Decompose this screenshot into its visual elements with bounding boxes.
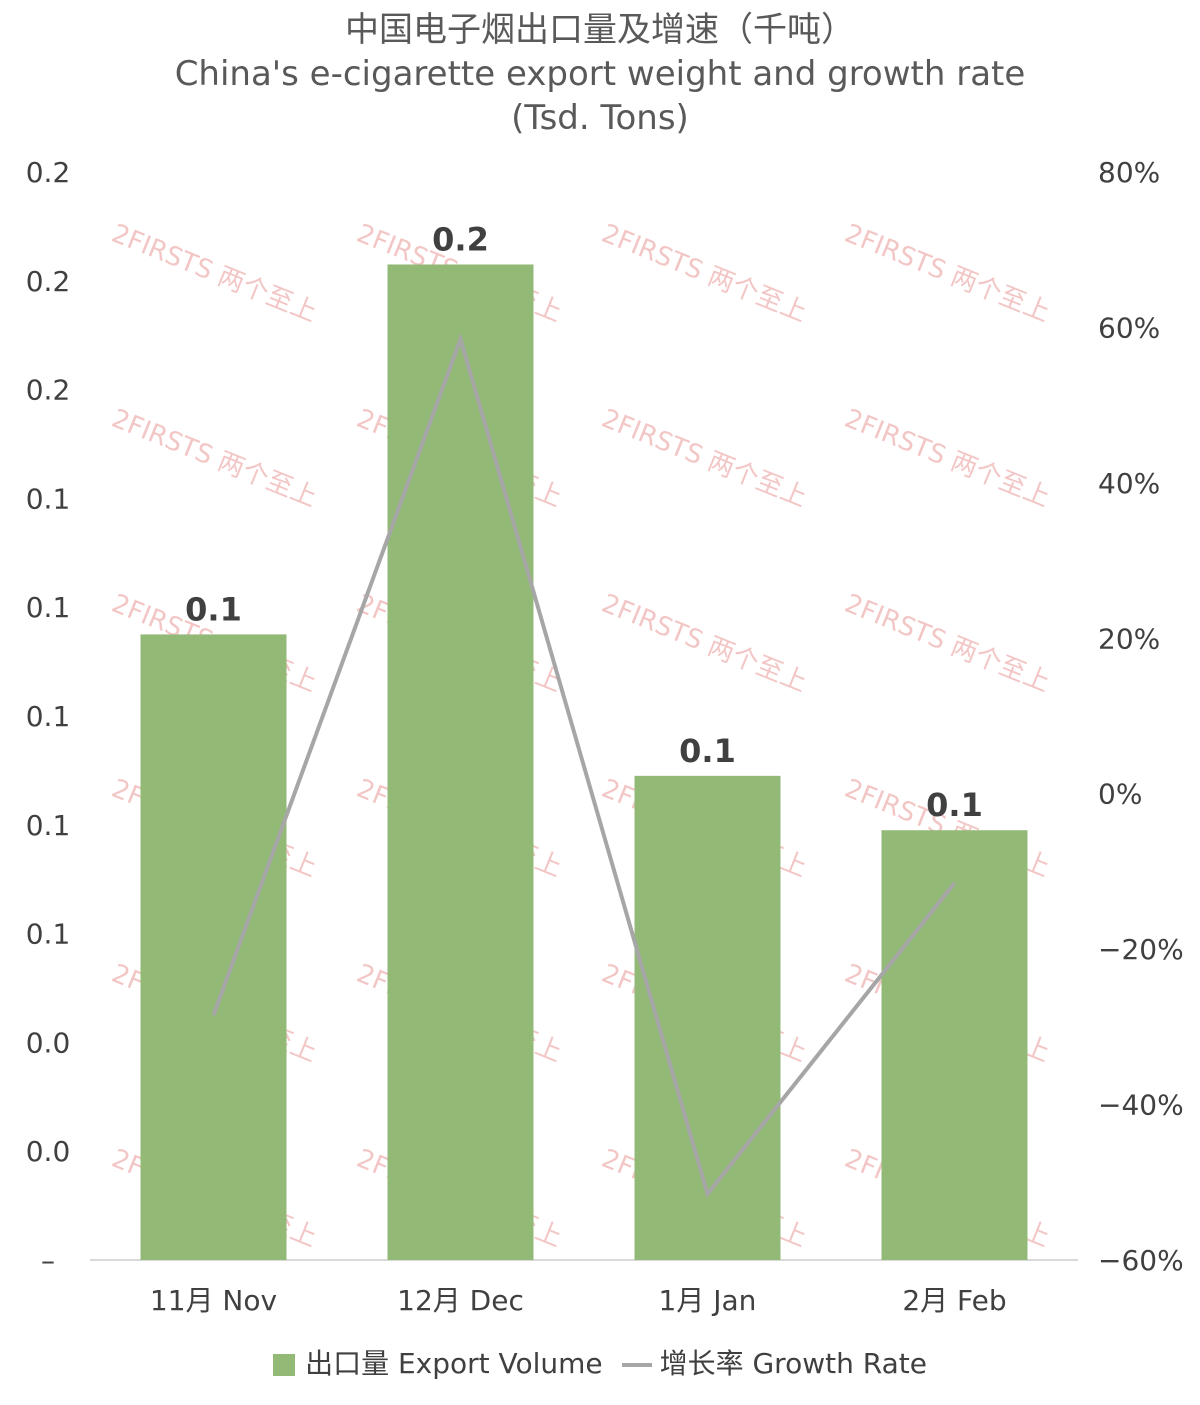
chart-title-chinese: 中国电子烟出口量及增速（千吨） xyxy=(345,10,855,50)
bar-1[interactable] xyxy=(140,634,287,1260)
legend-bar-swatch xyxy=(273,1354,296,1376)
bar-2[interactable] xyxy=(387,264,534,1261)
growth-rate-line[interactable] xyxy=(211,332,957,1199)
watermark-1-0: 2FIRSTS 两个至上 xyxy=(107,404,321,514)
x-axis: 11月 Nov 12月 Dec 1月 Jan 2月 Feb xyxy=(150,1284,1007,1317)
watermark-1-2: 2FIRSTS 两个至上 xyxy=(597,404,811,514)
x-axis-tick-label: 2月 Feb xyxy=(902,1284,1006,1317)
chart-title-unit: (Tsd. Tons) xyxy=(511,98,689,138)
right-axis-tick-label: −20% xyxy=(1098,933,1184,966)
left-axis-tick-label: 0.2 xyxy=(26,156,71,189)
right-axis-tick-label: 60% xyxy=(1098,311,1160,344)
line-series xyxy=(211,332,957,1199)
right-axis-tick-label: −60% xyxy=(1098,1244,1184,1277)
right-axis-tick-label: −40% xyxy=(1098,1089,1184,1122)
left-axis: – 0.0 0.0 0.1 0.1 0.1 0.1 0.1 0.2 0.2 0.2 xyxy=(26,156,71,1277)
x-axis-tick-label: 1月 Jan xyxy=(659,1284,757,1317)
bar-4[interactable] xyxy=(881,830,1028,1260)
legend-item-growth-rate[interactable]: 增长率 Growth Rate xyxy=(612,1342,927,1382)
left-axis-tick-label: 0.2 xyxy=(26,265,71,298)
chart-title-english: China's e-cigarette export weight and gr… xyxy=(174,54,1026,94)
legend: 出口量 Export Volume 增长率 Growth Rate xyxy=(0,1342,1200,1382)
bar-data-label: 0.1 xyxy=(926,786,983,824)
watermark-0-2: 2FIRSTS 两个至上 xyxy=(597,219,811,329)
bar-data-label: 0.2 xyxy=(432,220,489,258)
right-axis-tick-label: 80% xyxy=(1098,156,1160,189)
right-axis-tick-label: 20% xyxy=(1098,622,1160,655)
legend-item-export-volume[interactable]: 出口量 Export Volume xyxy=(273,1342,603,1382)
left-axis-tick-label: – xyxy=(41,1244,55,1277)
watermark-0-0: 2FIRSTS 两个至上 xyxy=(107,219,321,329)
left-axis-tick-label: 0.1 xyxy=(26,918,71,951)
right-axis: −60% −40% −20% 0% 20% 40% 60% 80% xyxy=(1098,156,1184,1277)
left-axis-tick-label: 0.2 xyxy=(26,374,71,407)
bar-data-label: 0.1 xyxy=(679,732,736,770)
watermark-1-3: 2FIRSTS 两个至上 xyxy=(840,404,1054,514)
data-labels: 0.1 0.2 0.1 0.1 xyxy=(185,220,983,824)
watermark-2-2: 2FIRSTS 两个至上 xyxy=(597,589,811,699)
legend-line-swatch xyxy=(621,1363,652,1367)
legend-label-growth-rate: 增长率 Growth Rate xyxy=(659,1347,927,1380)
watermark-0-3: 2FIRSTS 两个至上 xyxy=(840,219,1054,329)
left-axis-tick-label: 0.1 xyxy=(26,809,71,842)
bar-series xyxy=(140,264,1028,1261)
left-axis-tick-label: 0.0 xyxy=(26,1135,71,1168)
left-axis-tick-label: 0.1 xyxy=(26,591,71,624)
left-axis-tick-label: 0.1 xyxy=(26,482,71,515)
bar-data-label: 0.1 xyxy=(185,590,242,628)
right-axis-tick-label: 0% xyxy=(1098,778,1142,811)
legend-label-export-volume: 出口量 Export Volume xyxy=(305,1347,603,1380)
x-axis-tick-label: 12月 Dec xyxy=(397,1284,524,1317)
left-axis-tick-label: 0.0 xyxy=(26,1026,71,1059)
left-axis-tick-label: 0.1 xyxy=(26,700,71,733)
right-axis-tick-label: 40% xyxy=(1098,467,1160,500)
bar-3[interactable] xyxy=(634,775,781,1260)
watermark-2-3: 2FIRSTS 两个至上 xyxy=(840,589,1054,699)
x-axis-tick-label: 11月 Nov xyxy=(150,1284,277,1317)
